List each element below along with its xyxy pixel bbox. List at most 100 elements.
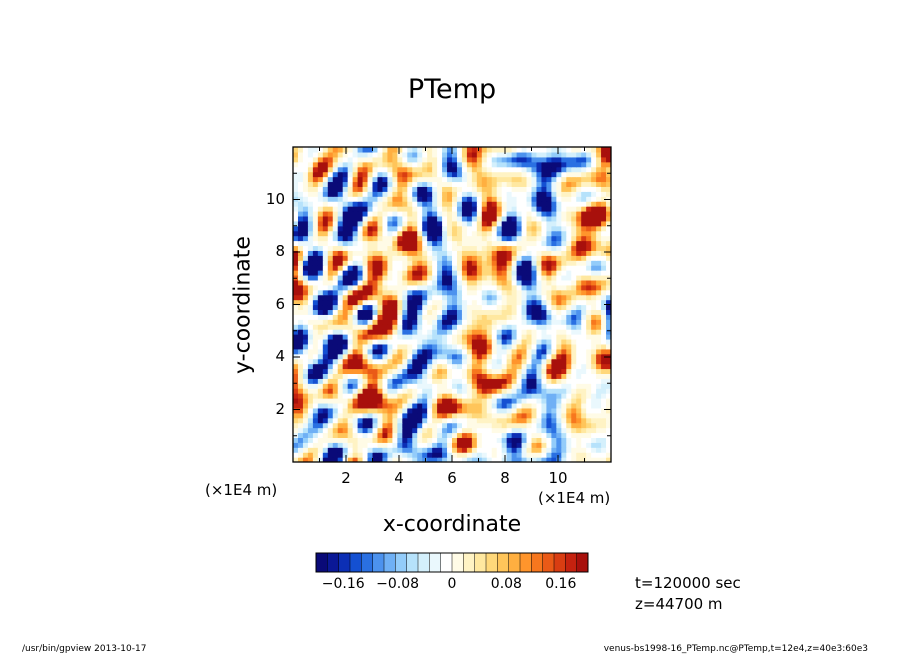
heatmap-cell xyxy=(556,437,562,443)
heatmap-cell xyxy=(293,422,299,429)
heatmap-cell xyxy=(432,260,438,266)
heatmap-cell xyxy=(452,230,458,237)
heatmap-cell xyxy=(516,245,523,251)
heatmap-cell xyxy=(546,147,552,153)
heatmap-cell xyxy=(447,427,453,434)
heatmap-cell xyxy=(407,368,413,374)
heatmap-cell xyxy=(506,215,513,222)
heatmap-cell xyxy=(407,373,413,379)
heatmap-cell xyxy=(427,432,433,438)
heatmap-cell xyxy=(491,260,498,266)
heatmap-cell xyxy=(407,191,413,197)
heatmap-cell xyxy=(407,215,413,222)
heatmap-cell xyxy=(372,294,379,301)
heatmap-cell xyxy=(382,304,389,311)
heatmap-cell xyxy=(571,452,577,458)
heatmap-cell xyxy=(412,407,418,414)
heatmap-cell xyxy=(516,398,523,404)
heatmap-cell xyxy=(596,334,602,340)
heatmap-cell xyxy=(427,220,433,227)
heatmap-cell xyxy=(312,447,319,453)
heatmap-cell xyxy=(461,417,468,424)
heatmap-cell xyxy=(471,457,478,462)
heatmap-cell xyxy=(412,181,418,187)
heatmap-cell xyxy=(551,255,557,261)
heatmap-cell xyxy=(422,319,428,325)
heatmap-cell xyxy=(397,151,403,158)
heatmap-cell xyxy=(327,210,334,217)
heatmap-cell xyxy=(347,235,354,242)
heatmap-cell xyxy=(397,279,403,286)
heatmap-cell xyxy=(367,181,374,187)
heatmap-cell xyxy=(397,442,403,448)
heatmap-cell xyxy=(432,393,438,399)
heatmap-cell xyxy=(312,220,319,227)
heatmap-cell xyxy=(382,422,389,429)
heatmap-cell xyxy=(362,206,369,212)
heatmap-cell xyxy=(432,210,438,217)
heatmap-cell xyxy=(417,220,423,227)
heatmap-cell xyxy=(546,240,552,247)
heatmap-cell xyxy=(392,348,398,355)
heatmap-cell xyxy=(302,324,309,330)
heatmap-cell xyxy=(302,245,309,251)
heatmap-cell xyxy=(412,452,418,458)
heatmap-cell xyxy=(317,378,324,384)
heatmap-cell xyxy=(456,393,463,399)
heatmap-cell xyxy=(516,447,523,453)
heatmap-cell xyxy=(342,245,349,251)
heatmap-cell xyxy=(476,334,483,340)
heatmap-cell xyxy=(511,201,518,207)
heatmap-cell xyxy=(456,210,463,217)
heatmap-cell xyxy=(392,353,398,360)
heatmap-cell xyxy=(476,230,483,237)
heatmap-cell xyxy=(481,329,488,335)
heatmap-cell xyxy=(566,201,572,207)
heatmap-cell xyxy=(337,373,344,379)
heatmap-cell xyxy=(432,324,438,330)
heatmap-cell xyxy=(561,338,567,345)
heatmap-cell xyxy=(412,250,418,256)
heatmap-cell xyxy=(307,186,314,192)
heatmap-cell xyxy=(392,437,398,443)
heatmap-cell xyxy=(427,393,433,399)
heatmap-cell xyxy=(297,206,304,212)
heatmap-cell xyxy=(427,196,433,202)
heatmap-cell xyxy=(571,343,577,350)
heatmap-cell xyxy=(491,304,498,311)
heatmap-cell xyxy=(402,319,408,325)
heatmap-cell xyxy=(521,147,528,153)
heatmap-cell xyxy=(342,284,349,291)
heatmap-cell xyxy=(471,427,478,434)
heatmap-cell xyxy=(566,230,572,237)
heatmap-cell xyxy=(322,156,329,163)
heatmap-cell xyxy=(367,442,374,448)
heatmap-cell xyxy=(506,437,513,443)
heatmap-cell xyxy=(302,309,309,315)
heatmap-cell xyxy=(392,156,398,163)
height-annotation: z=44700 m xyxy=(635,595,723,613)
heatmap-cell xyxy=(387,348,393,355)
heatmap-cell xyxy=(392,151,398,158)
heatmap-cell xyxy=(357,235,364,242)
heatmap-cell xyxy=(521,314,528,320)
heatmap-cell xyxy=(392,147,398,153)
heatmap-cell xyxy=(452,279,458,286)
heatmap-cell xyxy=(581,250,587,256)
heatmap-cell xyxy=(511,383,518,389)
heatmap-cell xyxy=(481,210,488,217)
heatmap-cell xyxy=(566,309,572,315)
heatmap-cell xyxy=(591,250,597,256)
heatmap-cell xyxy=(432,265,438,271)
heatmap-cell xyxy=(377,393,384,399)
heatmap-cell xyxy=(312,402,319,409)
heatmap-cell xyxy=(387,201,393,207)
heatmap-cell xyxy=(591,304,597,311)
heatmap-cell xyxy=(491,156,498,163)
heatmap-cell xyxy=(561,314,567,320)
heatmap-cell xyxy=(531,442,538,448)
heatmap-cell xyxy=(342,412,349,419)
heatmap-cell xyxy=(601,201,607,207)
heatmap-cell xyxy=(337,235,344,242)
heatmap-cell xyxy=(491,147,498,153)
